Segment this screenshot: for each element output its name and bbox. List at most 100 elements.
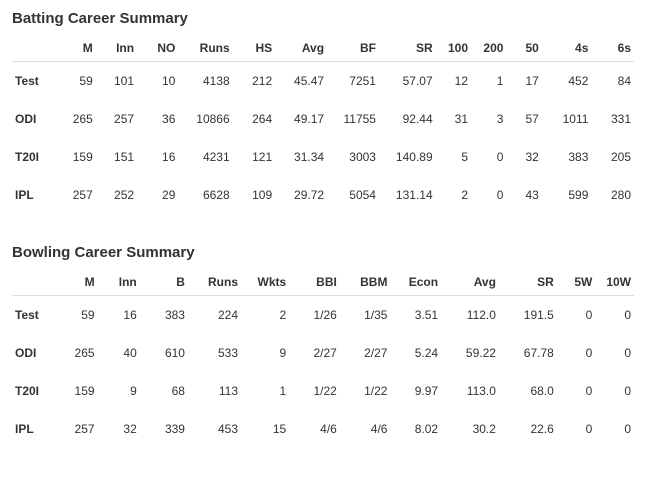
batting-cell: 49.17 bbox=[275, 100, 327, 138]
bowling-col-header: BBI bbox=[289, 269, 340, 296]
bowling-cell: 265 bbox=[55, 334, 97, 372]
batting-cell: 29 bbox=[137, 176, 178, 214]
batting-cell: 101 bbox=[96, 62, 137, 101]
bowling-cell: 159 bbox=[55, 372, 97, 410]
bowling-col-header: Inn bbox=[98, 269, 140, 296]
batting-cell: 16 bbox=[137, 138, 178, 176]
bowling-cell: 610 bbox=[140, 334, 188, 372]
batting-cell: 257 bbox=[54, 176, 95, 214]
bowling-cell: 59.22 bbox=[441, 334, 499, 372]
bowling-col-header: Runs bbox=[188, 269, 241, 296]
bowling-cell: 0 bbox=[595, 334, 634, 372]
bowling-cell: 383 bbox=[140, 296, 188, 335]
batting-cell: 7251 bbox=[327, 62, 379, 101]
batting-cell: 0 bbox=[471, 176, 506, 214]
bowling-cell: 191.5 bbox=[499, 296, 557, 335]
bowling-cell: 1 bbox=[241, 372, 289, 410]
bowling-cell: 8.02 bbox=[390, 410, 441, 448]
batting-cell: 31.34 bbox=[275, 138, 327, 176]
batting-row: Test5910110413821245.47725157.0712117452… bbox=[12, 62, 634, 101]
bowling-cell: 2 bbox=[241, 296, 289, 335]
bowling-cell: 0 bbox=[595, 296, 634, 335]
batting-format-cell: ODI bbox=[12, 100, 54, 138]
batting-cell: 92.44 bbox=[379, 100, 436, 138]
bowling-cell: 4/6 bbox=[340, 410, 391, 448]
batting-format-cell: Test bbox=[12, 62, 54, 101]
bowling-cell: 16 bbox=[98, 296, 140, 335]
batting-cell: 10 bbox=[137, 62, 178, 101]
bowling-cell: 339 bbox=[140, 410, 188, 448]
bowling-format-cell: ODI bbox=[12, 334, 55, 372]
bowling-row: ODI2654061053392/272/275.2459.2267.7800 bbox=[12, 334, 634, 372]
bowling-table: MInnBRunsWktsBBIBBMEconAvgSR5W10W Test59… bbox=[12, 269, 634, 448]
batting-cell: 1 bbox=[471, 62, 506, 101]
bowling-cell: 0 bbox=[557, 334, 596, 372]
batting-cell: 57 bbox=[506, 100, 541, 138]
bowling-format-cell: Test bbox=[12, 296, 55, 335]
batting-cell: 265 bbox=[54, 100, 95, 138]
bowling-row: T20I15996811311/221/229.97113.068.000 bbox=[12, 372, 634, 410]
bowling-col-header: Avg bbox=[441, 269, 499, 296]
bowling-col-header: Wkts bbox=[241, 269, 289, 296]
batting-cell: 3 bbox=[471, 100, 506, 138]
batting-cell: 6628 bbox=[178, 176, 232, 214]
bowling-cell: 30.2 bbox=[441, 410, 499, 448]
batting-title: Batting Career Summary bbox=[12, 10, 634, 27]
bowling-cell: 0 bbox=[595, 372, 634, 410]
batting-col-header: Avg bbox=[275, 35, 327, 62]
bowling-cell: 68.0 bbox=[499, 372, 557, 410]
bowling-cell: 1/22 bbox=[289, 372, 340, 410]
bowling-cell: 112.0 bbox=[441, 296, 499, 335]
batting-col-header: Inn bbox=[96, 35, 137, 62]
bowling-cell: 9 bbox=[241, 334, 289, 372]
bowling-col-header bbox=[12, 269, 55, 296]
bowling-cell: 0 bbox=[557, 372, 596, 410]
batting-cell: 31 bbox=[436, 100, 471, 138]
batting-cell: 36 bbox=[137, 100, 178, 138]
bowling-cell: 40 bbox=[98, 334, 140, 372]
bowling-format-cell: IPL bbox=[12, 410, 55, 448]
batting-cell: 121 bbox=[233, 138, 275, 176]
bowling-cell: 32 bbox=[98, 410, 140, 448]
batting-col-header: 200 bbox=[471, 35, 506, 62]
bowling-col-header: Econ bbox=[390, 269, 441, 296]
bowling-cell: 257 bbox=[55, 410, 97, 448]
batting-cell: 5054 bbox=[327, 176, 379, 214]
bowling-col-header: BBM bbox=[340, 269, 391, 296]
bowling-cell: 1/22 bbox=[340, 372, 391, 410]
bowling-cell: 0 bbox=[557, 410, 596, 448]
bowling-row: IPL25732339453154/64/68.0230.222.600 bbox=[12, 410, 634, 448]
batting-col-header: HS bbox=[233, 35, 275, 62]
batting-table: MInnNORunsHSAvgBFSR100200504s6s Test5910… bbox=[12, 35, 634, 214]
batting-cell: 4138 bbox=[178, 62, 232, 101]
bowling-cell: 113.0 bbox=[441, 372, 499, 410]
batting-cell: 2 bbox=[436, 176, 471, 214]
bowling-cell: 1/26 bbox=[289, 296, 340, 335]
batting-cell: 131.14 bbox=[379, 176, 436, 214]
batting-cell: 1011 bbox=[542, 100, 592, 138]
bowling-cell: 533 bbox=[188, 334, 241, 372]
bowling-cell: 59 bbox=[55, 296, 97, 335]
bowling-cell: 0 bbox=[557, 296, 596, 335]
batting-format-cell: T20I bbox=[12, 138, 54, 176]
bowling-cell: 67.78 bbox=[499, 334, 557, 372]
batting-cell: 59 bbox=[54, 62, 95, 101]
batting-cell: 159 bbox=[54, 138, 95, 176]
batting-cell: 0 bbox=[471, 138, 506, 176]
bowling-cell: 22.6 bbox=[499, 410, 557, 448]
bowling-cell: 5.24 bbox=[390, 334, 441, 372]
batting-col-header: SR bbox=[379, 35, 436, 62]
bowling-col-header: 5W bbox=[557, 269, 596, 296]
batting-cell: 264 bbox=[233, 100, 275, 138]
bowling-col-header: B bbox=[140, 269, 188, 296]
bowling-cell: 15 bbox=[241, 410, 289, 448]
batting-col-header bbox=[12, 35, 54, 62]
batting-cell: 252 bbox=[96, 176, 137, 214]
bowling-cell: 0 bbox=[595, 410, 634, 448]
batting-cell: 84 bbox=[591, 62, 634, 101]
batting-col-header: NO bbox=[137, 35, 178, 62]
bowling-cell: 9.97 bbox=[390, 372, 441, 410]
batting-cell: 212 bbox=[233, 62, 275, 101]
bowling-col-header: 10W bbox=[595, 269, 634, 296]
bowling-section: Bowling Career Summary MInnBRunsWktsBBIB… bbox=[12, 244, 634, 448]
